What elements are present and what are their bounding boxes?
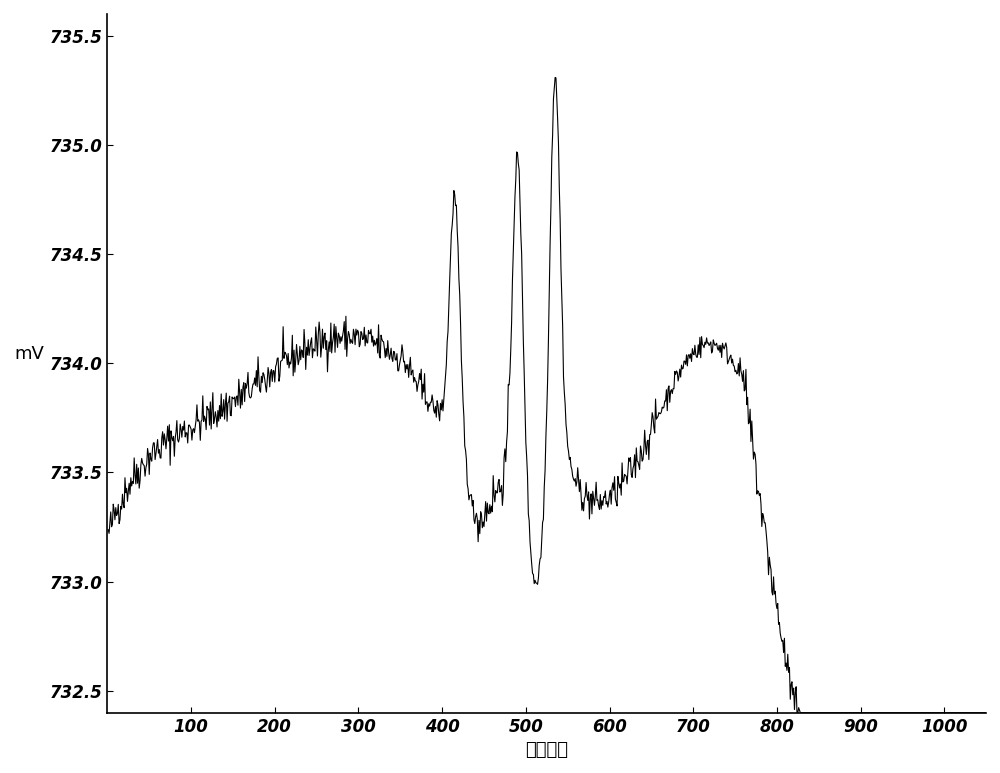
X-axis label: 采样点数: 采样点数	[525, 741, 568, 759]
Y-axis label: mV: mV	[14, 346, 44, 363]
